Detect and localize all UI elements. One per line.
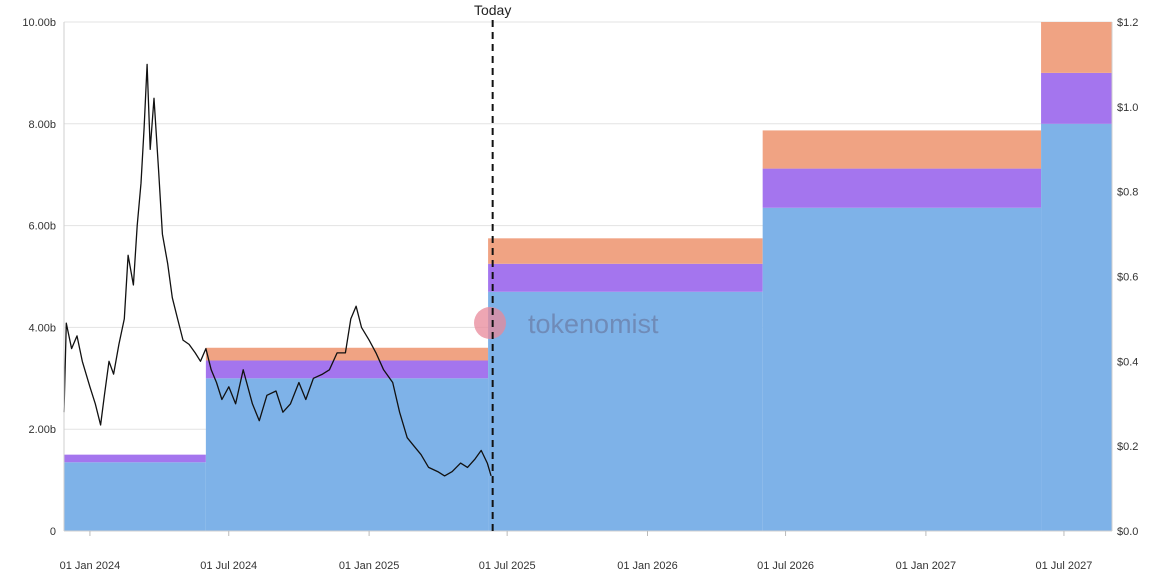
y-right-tick-label: $0.6 bbox=[1117, 272, 1138, 284]
area-step-blue bbox=[64, 462, 206, 531]
y-left-tick-label: 2.00b bbox=[28, 424, 56, 436]
today-marker: Today bbox=[474, 2, 511, 531]
y-left-tick-label: 0 bbox=[50, 526, 56, 538]
area-step-purple bbox=[762, 168, 1042, 208]
y-right-tick-label: $0.0 bbox=[1117, 526, 1138, 538]
y-left-tick-label: 6.00b bbox=[28, 221, 56, 233]
y-left-tick-label: 4.00b bbox=[28, 322, 56, 334]
watermark: tokenomist bbox=[474, 307, 659, 339]
x-tick-label: 01 Jan 2027 bbox=[896, 560, 957, 572]
area-step-orange bbox=[1041, 22, 1112, 73]
axes: 0 2.00b 4.00b 6.00b 8.00b 10.00b $0.0 $0.2 $0.4 $… bbox=[22, 17, 1138, 572]
x-tick-label: 01 Jul 2024 bbox=[200, 560, 257, 572]
area-step-blue bbox=[488, 291, 763, 531]
watermark-text: tokenomist bbox=[528, 309, 659, 339]
area-step-blue bbox=[762, 207, 1042, 531]
x-tick-label: 01 Jul 2027 bbox=[1036, 560, 1093, 572]
x-tick-label: 01 Jul 2025 bbox=[479, 560, 536, 572]
y-right-tick-label: $1.2 bbox=[1117, 17, 1138, 29]
y-right-tick-label: $0.2 bbox=[1117, 441, 1138, 453]
area-step-purple bbox=[64, 454, 206, 463]
area-step-blue bbox=[205, 378, 489, 531]
area-step-purple bbox=[205, 360, 489, 379]
y-right-tick-label: $0.4 bbox=[1117, 356, 1138, 368]
watermark-logo-icon bbox=[474, 307, 506, 339]
y-left-tick-label: 8.00b bbox=[28, 119, 56, 131]
x-tick-label: 01 Jan 2024 bbox=[60, 560, 121, 572]
x-tick-label: 01 Jan 2026 bbox=[617, 560, 678, 572]
x-tick-label: 01 Jan 2025 bbox=[339, 560, 400, 572]
y-right-tick-label: $1.0 bbox=[1117, 102, 1138, 114]
area-step-purple bbox=[488, 263, 763, 292]
area-step-orange bbox=[488, 238, 763, 264]
x-tick-label: 01 Jul 2026 bbox=[757, 560, 814, 572]
area-step-orange bbox=[762, 130, 1042, 169]
price-line bbox=[63, 63, 492, 477]
price-line-group bbox=[63, 63, 492, 477]
today-label: Today bbox=[474, 2, 511, 18]
area-step-orange bbox=[205, 347, 489, 361]
y-left-tick-label: 10.00b bbox=[22, 17, 56, 29]
area-step-blue bbox=[1041, 123, 1112, 532]
area-step-purple bbox=[1041, 72, 1112, 124]
y-right-tick-label: $0.8 bbox=[1117, 187, 1138, 199]
vesting-areas bbox=[64, 22, 1112, 532]
